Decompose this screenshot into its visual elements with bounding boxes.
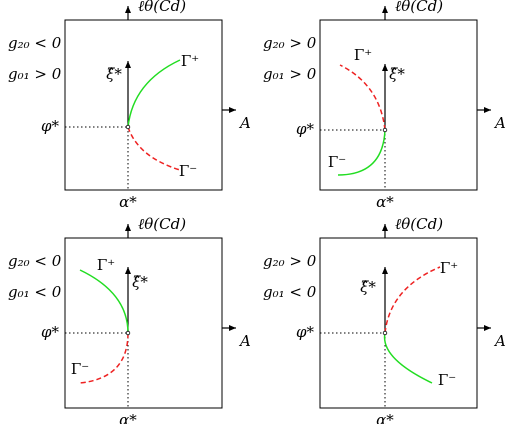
gamma-minus-branch: [383, 332, 433, 384]
phi-label: φ*: [296, 323, 315, 341]
panel-box: [64, 19, 223, 191]
phi-label: φ*: [41, 117, 60, 135]
gamma-minus-label: Γ⁻: [438, 371, 456, 389]
alpha-label: α*: [119, 411, 137, 424]
gamma-plus-label: Γ⁺: [440, 259, 458, 277]
horizontal-axis-label: A: [238, 332, 251, 350]
xi-label: ξ̂*: [132, 273, 148, 291]
alpha-label: α*: [119, 193, 137, 211]
horizontal-axis-label: A: [238, 114, 251, 132]
phi-label: φ*: [41, 323, 60, 341]
origin-point: [382, 330, 388, 336]
gamma-plus-branch: [79, 269, 129, 334]
panel-box: [319, 237, 478, 409]
vertical-axis-label: ℓθ(Cd): [395, 215, 443, 233]
panel-box: [319, 19, 478, 191]
gamma-plus-branch: [339, 64, 386, 131]
xi-label: ξ̂*: [389, 65, 405, 83]
condition-label: g₀₁ > 0: [8, 65, 62, 83]
horizontal-axis-label: A: [493, 332, 506, 350]
vertical-axis-label: ℓθ(Cd): [138, 215, 186, 233]
vertical-axis-label: ℓθ(Cd): [395, 0, 443, 15]
gamma-plus-label: Γ⁺: [181, 52, 199, 70]
gamma-minus-branch: [79, 332, 129, 384]
condition-label: g₀₁ > 0: [263, 65, 317, 83]
gamma-minus-label: Γ⁻: [179, 162, 197, 180]
condition-label: g₂₀ > 0: [263, 34, 317, 52]
alpha-label: α*: [376, 193, 394, 211]
condition-label: g₂₀ > 0: [263, 252, 317, 270]
gamma-plus-branch: [384, 266, 441, 334]
condition-label: g₀₁ < 0: [8, 283, 62, 301]
xi-label: ξ̂*: [360, 278, 376, 296]
gamma-minus-label: Γ⁻: [328, 153, 346, 171]
gamma-plus-branch: [127, 59, 181, 128]
panel-box: [64, 237, 223, 409]
origin-point: [382, 127, 388, 133]
gamma-plus-label: Γ⁺: [354, 46, 372, 64]
gamma-plus-label: Γ⁺: [97, 256, 115, 274]
gamma-minus-label: Γ⁻: [71, 360, 89, 378]
vertical-axis-label: ℓθ(Cd): [138, 0, 186, 15]
gamma-minus-branch: [337, 129, 386, 176]
alpha-label: α*: [376, 411, 394, 424]
condition-label: g₂₀ < 0: [8, 252, 62, 270]
horizontal-axis-label: A: [493, 114, 506, 132]
gamma-minus-branch: [127, 126, 181, 171]
xi-label: ξ̂*: [106, 65, 122, 83]
origin-point: [125, 330, 131, 336]
condition-label: g₀₁ < 0: [263, 283, 317, 301]
origin-point: [125, 124, 131, 130]
phi-label: φ*: [296, 120, 315, 138]
condition-label: g₂₀ < 0: [8, 34, 62, 52]
